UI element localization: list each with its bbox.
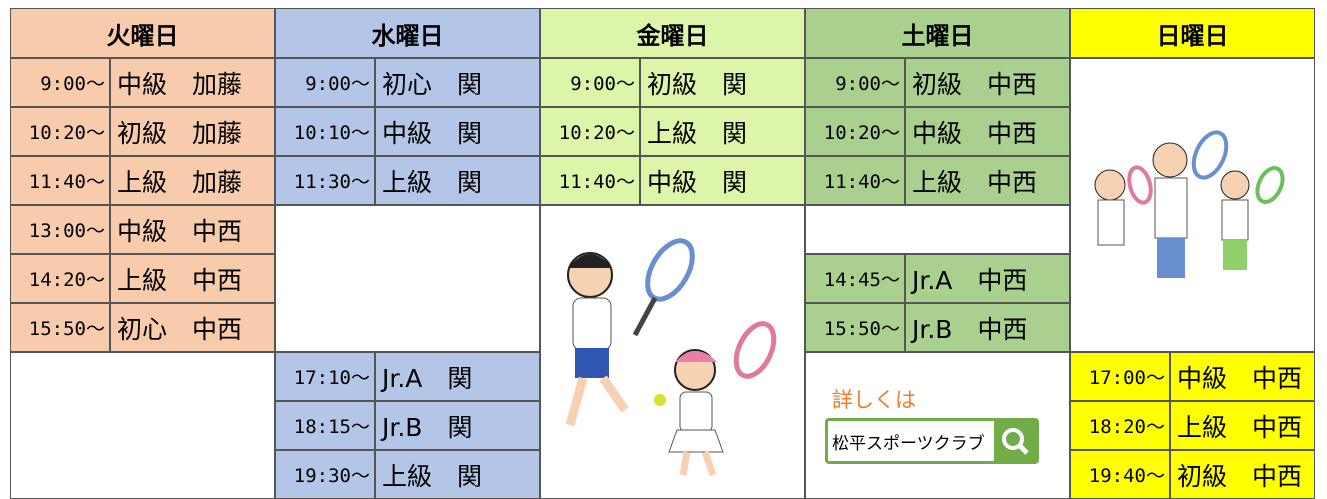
slot-time: 10:10～ — [275, 107, 375, 156]
slot-time: 14:20～ — [10, 254, 110, 303]
slot-name: 初心 中西 — [110, 303, 275, 352]
day-header: 金曜日 — [540, 8, 805, 58]
slot-time: 18:20～ — [1070, 401, 1170, 450]
day-header: 土曜日 — [805, 8, 1070, 58]
day-header: 日曜日 — [1070, 8, 1315, 58]
slot-time: 9:00～ — [10, 58, 110, 107]
slot-time: 10:20～ — [805, 107, 905, 156]
slot-time: 11:40～ — [805, 156, 905, 205]
slot-time: 14:45～ — [805, 254, 905, 303]
slot-name: 上級 中西 — [905, 156, 1070, 205]
slot-name: 上級 関 — [375, 156, 540, 205]
empty-cell — [805, 205, 1070, 254]
slot-name: 初級 中西 — [905, 58, 1070, 107]
slot-name: 中級 関 — [640, 156, 805, 205]
slot-name: 中級 加藤 — [110, 58, 275, 107]
slot-name: 中級 中西 — [905, 107, 1070, 156]
empty-cell — [10, 352, 275, 499]
slot-name: 中級 中西 — [110, 205, 275, 254]
search-icon — [994, 421, 1036, 461]
day-header: 火曜日 — [10, 8, 275, 58]
slot-time: 11:30～ — [275, 156, 375, 205]
slot-name: Jr.B 関 — [375, 401, 540, 450]
slot-name: Jr.A 関 — [375, 352, 540, 401]
slot-time: 18:15～ — [275, 401, 375, 450]
slot-time: 10:20～ — [540, 107, 640, 156]
slot-time: 17:00～ — [1070, 352, 1170, 401]
day-header: 水曜日 — [275, 8, 540, 58]
slot-name: 中級 関 — [375, 107, 540, 156]
slot-time: 10:20～ — [10, 107, 110, 156]
slot-name: 上級 加藤 — [110, 156, 275, 205]
empty-cell — [275, 205, 540, 352]
slot-name: 上級 関 — [640, 107, 805, 156]
slot-name: 初級 関 — [640, 58, 805, 107]
slot-name: 上級 中西 — [1170, 401, 1315, 450]
slot-name: 上級 関 — [375, 450, 540, 499]
tennis-illustration — [565, 238, 777, 477]
link-caption: 詳しくは — [832, 388, 916, 412]
slot-time: 19:40～ — [1070, 450, 1170, 499]
link-button[interactable]: 松平スポーツクラブ — [825, 418, 1039, 464]
slot-name: Jr.B 中西 — [905, 303, 1070, 352]
slot-time: 17:10～ — [275, 352, 375, 401]
slot-time: 9:00～ — [540, 58, 640, 107]
slot-time: 13:00～ — [10, 205, 110, 254]
link-label: 松平スポーツクラブ — [832, 433, 985, 454]
slot-name: Jr.A 中西 — [905, 254, 1070, 303]
tennis-illustration — [1094, 130, 1285, 278]
slot-time: 15:50～ — [10, 303, 110, 352]
slot-name: 初心 関 — [375, 58, 540, 107]
slot-time: 9:00～ — [805, 58, 905, 107]
slot-name: 初級 加藤 — [110, 107, 275, 156]
slot-time: 11:40～ — [540, 156, 640, 205]
slot-name: 中級 中西 — [1170, 352, 1315, 401]
slot-name: 上級 中西 — [110, 254, 275, 303]
slot-name: 初級 中西 — [1170, 450, 1315, 499]
slot-time: 9:00～ — [275, 58, 375, 107]
slot-time: 19:30～ — [275, 450, 375, 499]
slot-time: 15:50～ — [805, 303, 905, 352]
slot-time: 11:40～ — [10, 156, 110, 205]
